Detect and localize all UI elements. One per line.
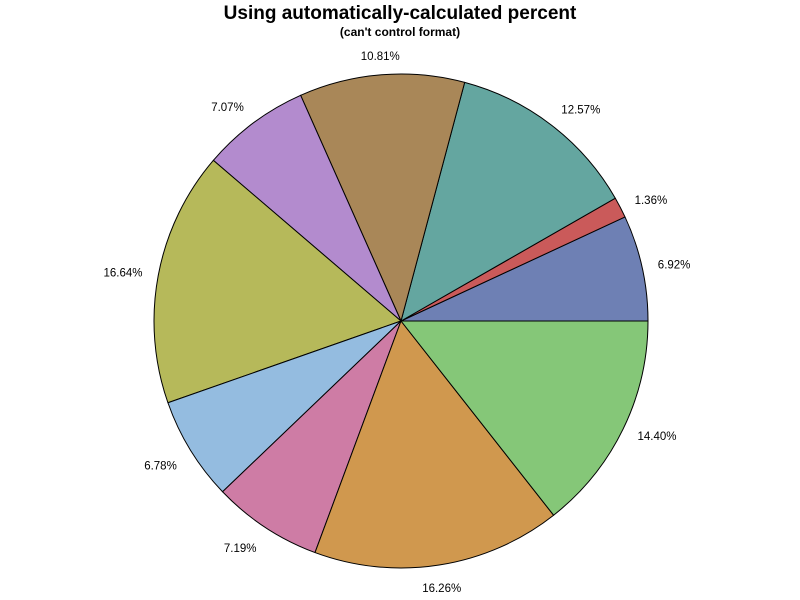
slice-label-9: 16.26% — [422, 583, 461, 595]
pie-slice-4 — [300, 73, 466, 322]
pie-slice-5 — [212, 94, 402, 322]
slice-label-2: 1.36% — [635, 195, 668, 207]
slice-label-7: 6.78% — [144, 461, 177, 473]
pie-slice-8 — [222, 320, 402, 554]
pie-slice-9 — [314, 320, 555, 569]
pie-slice-7 — [167, 320, 402, 493]
chart-subtitle: (can't control format) — [340, 25, 460, 39]
pie-slice-10 — [400, 320, 649, 516]
pie-labels-group: 6.92% 1.36% 12.57% 10.81% 7.07% 16.64% 6.78% 7.… — [103, 51, 690, 595]
slice-label-5: 7.07% — [211, 102, 244, 114]
pie-slices-group — [153, 73, 649, 569]
slice-label-1: 6.92% — [658, 259, 691, 271]
slice-label-10: 14.40% — [638, 431, 677, 443]
slice-label-4: 10.81% — [361, 51, 400, 63]
slice-label-6: 16.64% — [103, 268, 142, 280]
slice-label-3: 12.57% — [561, 105, 600, 117]
pie-slice-1 — [400, 216, 649, 322]
pie-slice-3 — [400, 81, 616, 322]
slice-label-8: 7.19% — [224, 543, 257, 555]
chart-title: Using automatically-calculated percent — [224, 3, 577, 24]
